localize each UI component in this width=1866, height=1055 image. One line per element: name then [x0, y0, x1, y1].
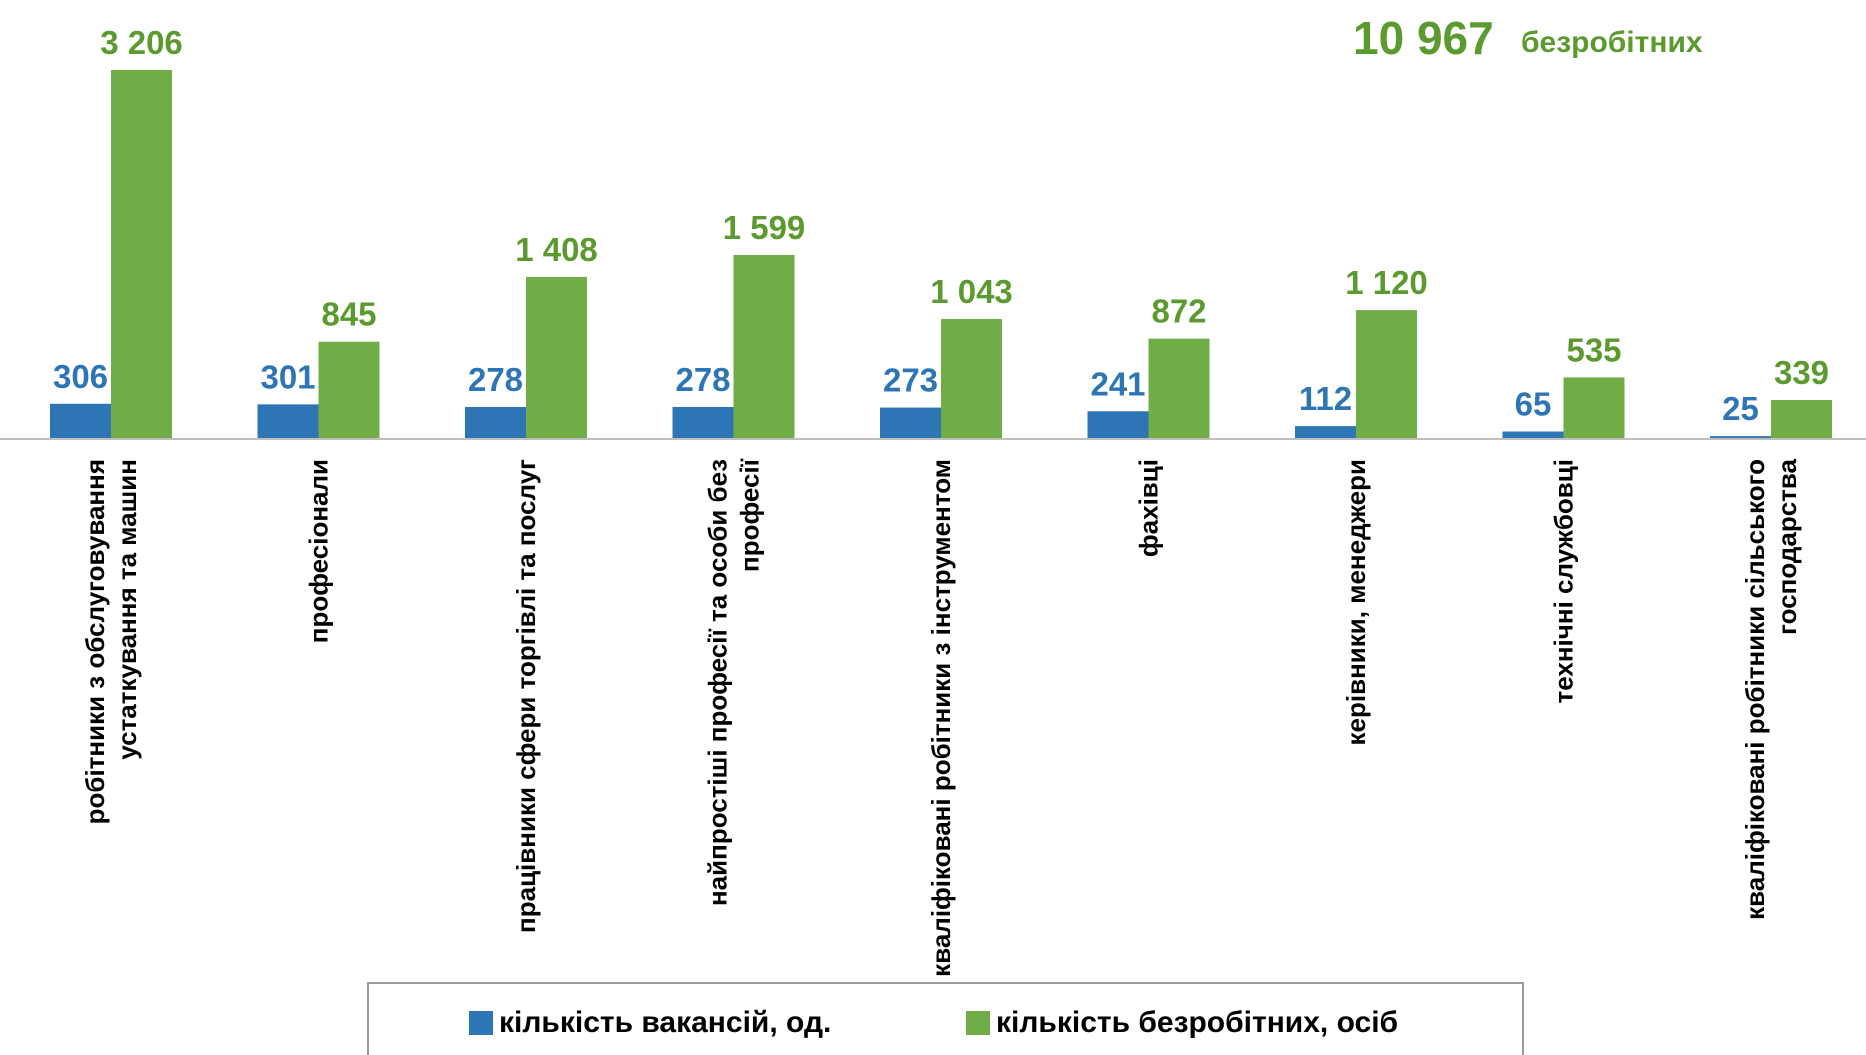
bar-vacancies-1: [258, 404, 319, 439]
category-label-4: кваліфіковані робітники з інструментом: [926, 459, 956, 977]
bar-vacancies-4: [880, 408, 941, 439]
legend-label-vacancies: кількість вакансій, од.: [499, 1006, 831, 1039]
category-label-3-line-1: професії: [735, 458, 765, 572]
category-label-0-line-1: устаткування та машин: [112, 459, 142, 760]
category-label-5: фахівці: [1134, 459, 1164, 557]
bar-unemployed-1: [319, 342, 380, 439]
data-label-unemployed-8: 339: [1774, 354, 1829, 391]
data-label-unemployed-5: 872: [1151, 293, 1206, 330]
category-label-3-line-0: найпростіші професії та особи без: [703, 459, 733, 906]
data-label-unemployed-6: 1 120: [1345, 264, 1428, 301]
bar-vacancies-6: [1295, 426, 1356, 439]
legend-label-unemployed: кількість безробітних, осіб: [996, 1006, 1398, 1039]
bar-unemployed-3: [734, 255, 795, 439]
data-label-vacancies-0: 306: [53, 358, 108, 395]
category-label-2: працівники сфери торгівлі та послуг: [511, 459, 541, 933]
bar-unemployed-8: [1771, 400, 1832, 439]
data-label-vacancies-8: 25: [1722, 390, 1759, 427]
data-label-vacancies-2: 278: [468, 361, 523, 398]
data-label-vacancies-6: 112: [1299, 380, 1352, 417]
bar-unemployed-6: [1356, 310, 1417, 439]
total-number: 10 967: [1353, 12, 1494, 64]
bar-vacancies-7: [1503, 432, 1564, 439]
data-label-vacancies-1: 301: [260, 358, 315, 395]
legend: кількість вакансій, од. кількість безроб…: [368, 983, 1523, 1055]
bars-group: [50, 70, 1832, 439]
bar-unemployed-7: [1564, 377, 1625, 439]
category-label-8-line-0: кваліфіковані робітники сільського: [1740, 459, 1770, 920]
bar-vacancies-5: [1088, 411, 1149, 439]
category-label-7: технічні службовці: [1549, 459, 1579, 703]
legend-swatch-vacancies: [469, 1011, 493, 1035]
data-label-unemployed-0: 3 206: [100, 24, 183, 61]
data-label-unemployed-2: 1 408: [515, 231, 598, 268]
bar-vacancies-3: [673, 407, 734, 439]
bar-unemployed-0: [111, 70, 172, 439]
category-label-1: професіонали: [304, 459, 334, 643]
total-annotation: 10 967 безробітних: [1353, 12, 1703, 64]
data-label-vacancies-7: 65: [1515, 386, 1552, 423]
data-label-unemployed-7: 535: [1566, 331, 1621, 368]
bar-unemployed-5: [1149, 339, 1210, 439]
bar-unemployed-2: [526, 277, 587, 439]
category-label-8-line-1: господарства: [1772, 458, 1802, 634]
data-label-unemployed-1: 845: [321, 296, 376, 333]
data-label-unemployed-3: 1 599: [723, 209, 806, 246]
bar-vacancies-0: [50, 404, 111, 439]
legend-swatch-unemployed: [966, 1011, 990, 1035]
category-label-0-line-0: робітники з обслуговування: [80, 459, 110, 824]
data-label-vacancies-4: 273: [883, 362, 938, 399]
bar-vacancies-2: [465, 407, 526, 439]
category-labels-group: робітники з обслуговування устаткування т…: [80, 458, 1802, 976]
data-label-vacancies-3: 278: [675, 361, 730, 398]
data-label-vacancies-5: 241: [1090, 365, 1145, 402]
bar-unemployed-4: [941, 319, 1002, 439]
data-label-unemployed-4: 1 043: [930, 273, 1013, 310]
total-label: безробітних: [1521, 26, 1703, 59]
category-label-6: керівники, менеджери: [1341, 459, 1371, 745]
